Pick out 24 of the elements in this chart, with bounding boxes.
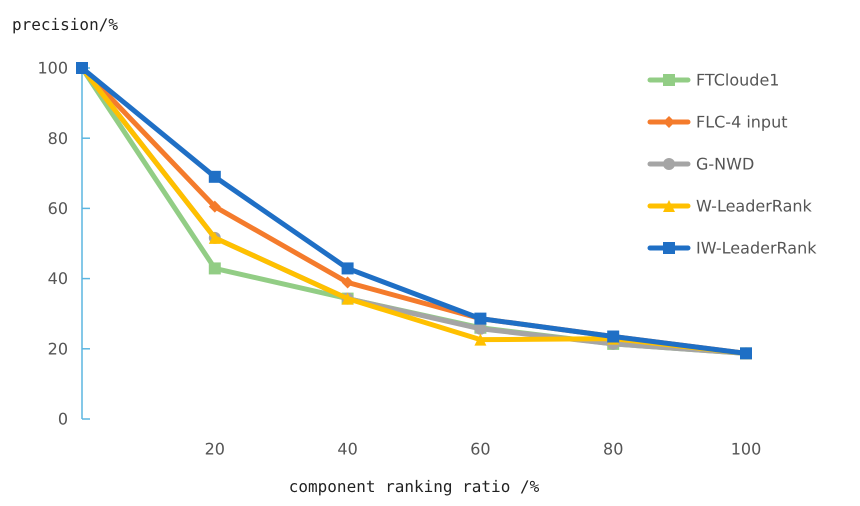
y-tick-label: 20 [48, 339, 68, 358]
x-axis-title: component ranking ratio /% [288, 477, 540, 496]
point [208, 262, 221, 274]
y-tick-label: 40 [48, 269, 68, 288]
legend-label: FLC-4 input [696, 112, 788, 132]
x-tick-label: 100 [730, 440, 762, 459]
y-tick-label: 0 [58, 410, 68, 429]
x-tick-label: 40 [337, 440, 358, 459]
point [474, 334, 486, 346]
legend-label: IW-LeaderRank [696, 238, 818, 258]
y-tick-label: 100 [37, 58, 68, 78]
x-tick-label: 60 [470, 440, 491, 459]
x-tick-label: 20 [204, 440, 225, 459]
y-axis-title: precision/% [12, 15, 118, 34]
y-tick-label: 60 [48, 199, 68, 218]
point [208, 170, 221, 183]
y-tick-label: 80 [48, 128, 68, 148]
point [342, 276, 354, 288]
x-tick-label: 80 [603, 440, 624, 459]
legend-label: FTCloude1 [696, 70, 780, 90]
point [342, 262, 354, 274]
point [208, 200, 221, 213]
legend-label: G-NWD [696, 154, 754, 174]
legend-label: W-LeaderRank [696, 196, 813, 216]
